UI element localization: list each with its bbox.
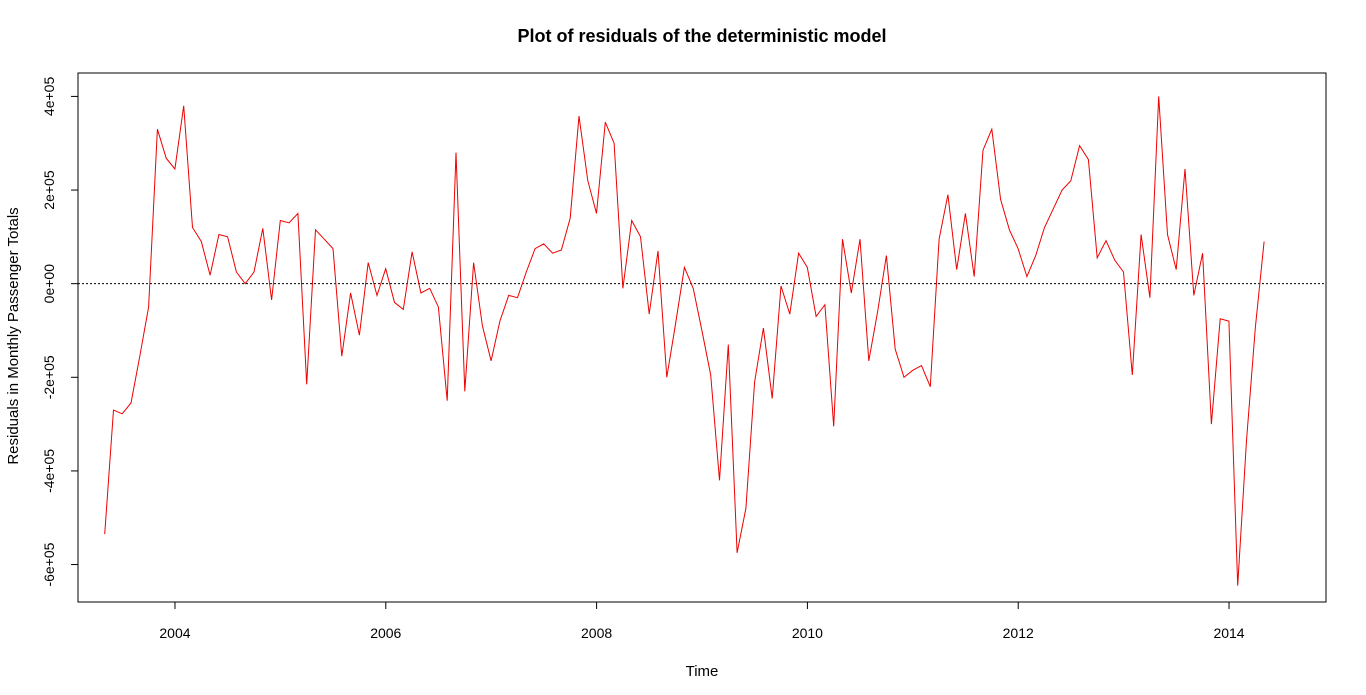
y-tick-label: 0e+00 [41, 264, 57, 304]
x-tick-label: 2010 [792, 625, 823, 641]
x-tick-label: 2006 [370, 625, 401, 641]
plot-frame [77, 72, 1327, 603]
y-tick-label: -6e+05 [41, 542, 57, 586]
chart-title: Plot of residuals of the deterministic m… [517, 26, 886, 46]
residuals-series-line [104, 96, 1265, 586]
x-axis: 2004 2006 2008 2010 2012 2014 [159, 601, 1245, 641]
x-tick-label: 2012 [1003, 625, 1034, 641]
y-axis: -6e+05 -4e+05 -2e+05 0e+00 2e+05 4e+05 [41, 77, 79, 587]
x-axis-label: Time [686, 663, 719, 680]
y-tick-label: -2e+05 [41, 355, 57, 399]
x-tick-label: 2004 [159, 625, 190, 641]
y-tick-label: 2e+05 [41, 170, 57, 210]
x-tick-label: 2008 [581, 625, 612, 641]
y-tick-label: -4e+05 [41, 449, 57, 493]
y-axis-label: Residuals in Monthly Passenger Totals [5, 207, 22, 464]
x-tick-label: 2014 [1213, 625, 1244, 641]
y-tick-label: 4e+05 [41, 77, 57, 117]
